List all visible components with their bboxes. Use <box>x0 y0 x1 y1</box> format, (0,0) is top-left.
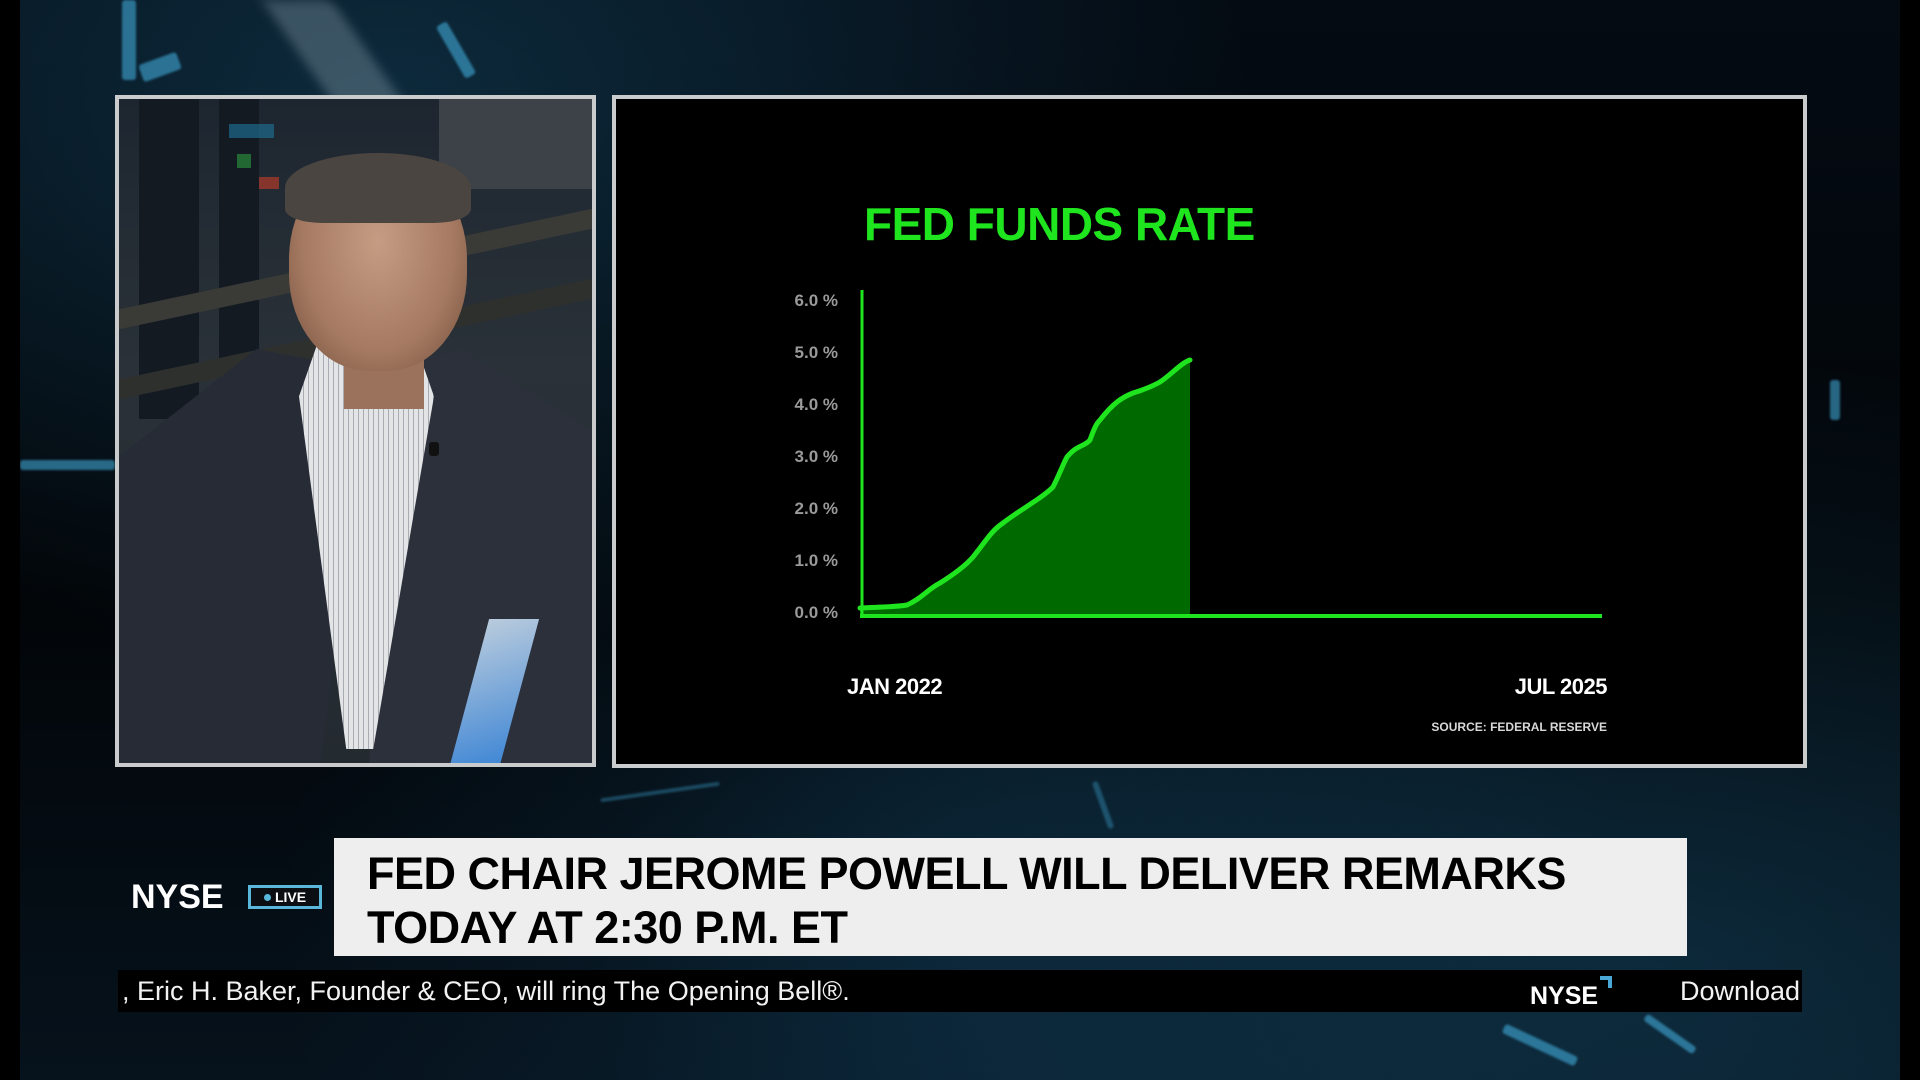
background-light-streak <box>20 460 115 470</box>
frame-edge-right <box>1900 0 1920 1080</box>
area-chart <box>857 290 1602 618</box>
nyse-corner-bracket-icon <box>1600 976 1612 988</box>
chart-title: FED FUNDS RATE <box>864 198 1255 250</box>
background-light-streak <box>122 0 136 80</box>
y-tick-label: 6.0 % <box>794 291 838 310</box>
background-light-streak <box>1830 380 1840 420</box>
headline-banner: FED CHAIR JEROME POWELL WILL DELIVER REM… <box>334 838 1687 956</box>
y-tick-label: 2.0 % <box>794 499 838 518</box>
x-axis-start-label: JAN 2022 <box>847 674 943 699</box>
lapel-mic-icon <box>429 442 439 456</box>
area-fill <box>860 360 1190 615</box>
headline-line-1: FED CHAIR JEROME POWELL WILL DELIVER REM… <box>367 848 1566 899</box>
guest-video-panel <box>115 95 596 767</box>
y-tick-label: 4.0 % <box>794 395 838 414</box>
chart-source: SOURCE: FEDERAL RESERVE <box>1431 720 1607 734</box>
headline-line-2: TODAY AT 2:30 P.M. ET <box>367 902 848 953</box>
y-tick-label: 1.0 % <box>794 551 838 570</box>
guest-hair <box>285 153 471 223</box>
live-dot-icon <box>263 893 271 901</box>
ticker-nyse-logo: NYSE <box>1530 982 1599 1010</box>
fed-funds-chart-panel: FED FUNDS RATE 6.0 % 5.0 % 4.0 % 3.0 % 2… <box>612 95 1807 768</box>
y-tick-label: 5.0 % <box>794 343 838 362</box>
ticker-next-text: Download <box>1680 978 1801 1005</box>
y-tick-label: 0.0 % <box>794 603 838 622</box>
nyse-logo: NYSE <box>131 878 224 916</box>
x-axis-end-label: JUL 2025 <box>1514 674 1608 699</box>
live-label: LIVE <box>274 889 307 905</box>
news-ticker: , Eric H. Baker, Founder & CEO, will rin… <box>118 970 1802 1012</box>
rate-line <box>857 357 1193 611</box>
frame-edge-left <box>0 0 20 1080</box>
y-tick-label: 3.0 % <box>794 447 838 466</box>
live-badge: LIVE <box>248 885 322 909</box>
ticker-text: , Eric H. Baker, Founder & CEO, will rin… <box>122 976 850 1006</box>
